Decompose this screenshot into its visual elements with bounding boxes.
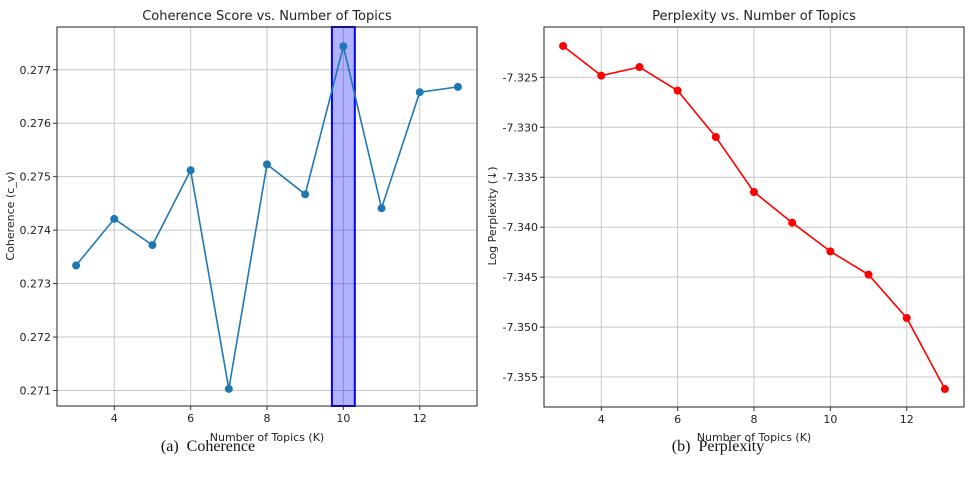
y-tick-label: -7.335 [503, 171, 538, 184]
axes-frame [56, 26, 478, 407]
data-point [750, 188, 758, 197]
caption-a: (a) Coherence [160, 438, 256, 455]
data-point [940, 385, 949, 394]
data-point [186, 166, 195, 175]
y-tick-label: 0.275 [20, 171, 52, 184]
y-tick-label: 0.277 [20, 64, 52, 77]
data-point [224, 384, 233, 393]
chart-title: Coherence Score vs. Number of Topics [142, 9, 392, 24]
y-tick-label: -7.355 [503, 371, 538, 384]
y-tick-label: 0.272 [20, 331, 52, 344]
x-tick-label: 12 [413, 412, 427, 425]
data-point [301, 190, 310, 199]
y-tick-label: 0.276 [20, 117, 52, 130]
y-axis-label: Log Perplexity (↓) [486, 167, 499, 266]
data-point [635, 63, 644, 72]
y-tick-label: -7.350 [503, 321, 538, 334]
data-point [72, 261, 81, 270]
coherence-chart: Coherence Score vs. Number of Topics Num… [4, 9, 478, 444]
data-point [263, 160, 271, 169]
data-point [864, 270, 873, 279]
x-tick-label: 8 [264, 412, 271, 425]
x-tick-label: 12 [900, 413, 914, 426]
data-point [453, 82, 462, 91]
x-tick-label: 10 [823, 413, 837, 426]
caption-b: (b) Perplexity [671, 438, 765, 455]
axes-frame [543, 26, 965, 408]
data-point [788, 218, 797, 227]
data-point [902, 313, 911, 322]
y-tick-label: -7.330 [503, 121, 538, 134]
x-tick-label: 8 [751, 413, 758, 426]
data-point [415, 88, 424, 97]
y-tick-label: -7.345 [503, 271, 538, 284]
data-point [826, 247, 835, 256]
data-point [711, 132, 720, 141]
x-tick-label: 4 [598, 413, 605, 426]
perplexity-chart: Perplexity vs. Number of Topics Number o… [486, 9, 965, 444]
data-point [110, 214, 119, 223]
x-tick-label: 10 [336, 412, 350, 425]
data-point [148, 241, 157, 250]
data-point [339, 42, 348, 51]
data-point [559, 41, 568, 50]
highlight-band-best-k [330, 26, 356, 407]
x-tick-label: 6 [187, 412, 194, 425]
x-axis-label: Number of Topics (K) [697, 431, 811, 444]
data-point [673, 86, 682, 95]
x-tick-label: 6 [674, 413, 681, 426]
x-axis-label: Number of Topics (K) [210, 431, 324, 444]
y-tick-label: 0.273 [20, 278, 52, 291]
chart-title: Perplexity vs. Number of Topics [652, 9, 856, 24]
y-tick-label: 0.274 [20, 224, 52, 237]
y-tick-label: -7.325 [503, 71, 538, 84]
data-point [597, 71, 606, 80]
data-point [377, 204, 386, 213]
y-tick-label: 0.271 [20, 384, 52, 397]
y-axis-label: Coherence (c_v) [4, 171, 17, 260]
y-tick-label: -7.340 [503, 221, 538, 234]
x-tick-label: 4 [111, 412, 118, 425]
